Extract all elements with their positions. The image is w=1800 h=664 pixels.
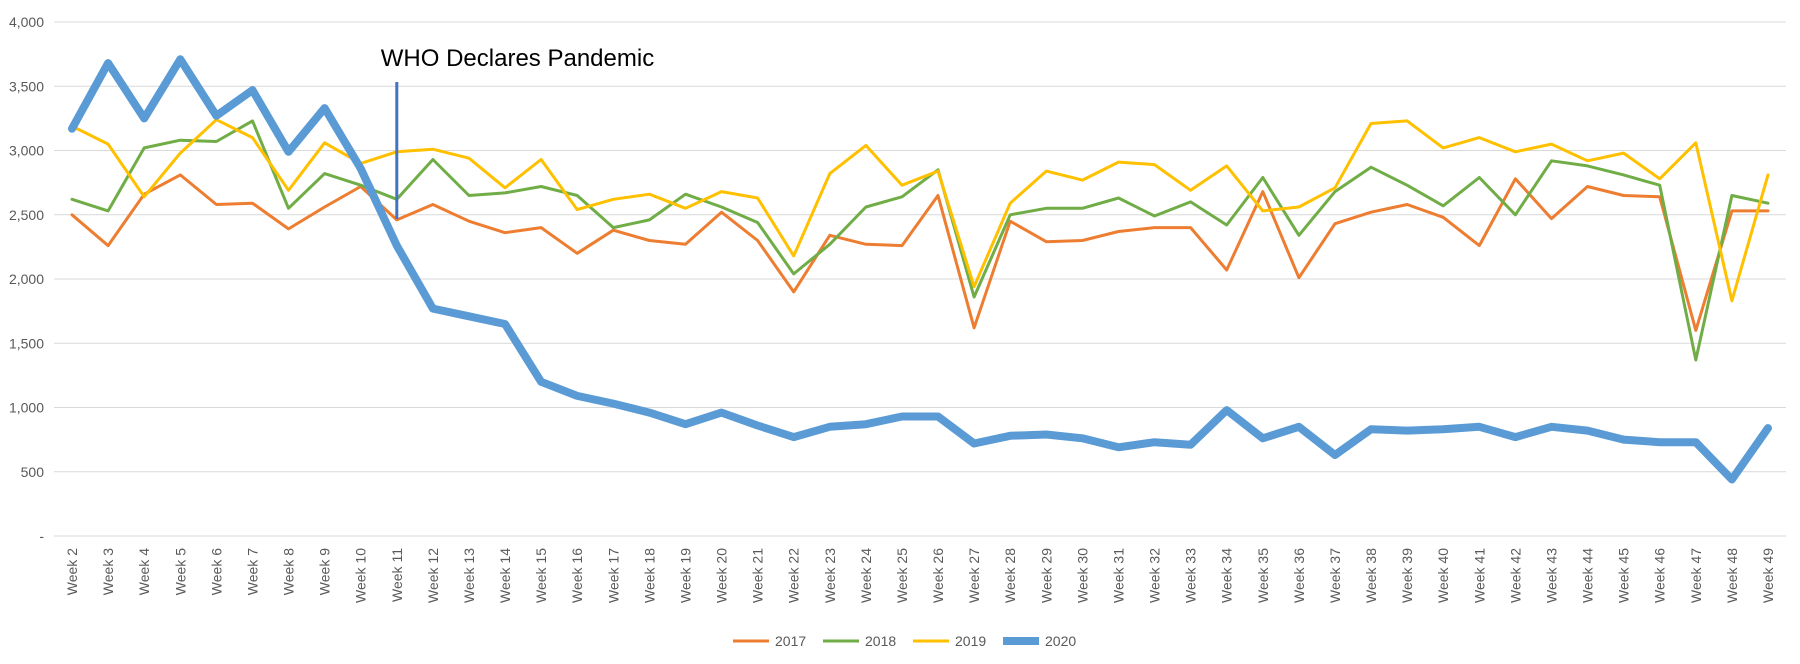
x-tick-label: Week 2 bbox=[64, 548, 80, 595]
legend-label-2020: 2020 bbox=[1045, 633, 1076, 649]
x-tick-label: Week 46 bbox=[1652, 548, 1668, 603]
x-tick-label: Week 41 bbox=[1471, 548, 1487, 603]
x-tick-label: Week 11 bbox=[389, 548, 405, 602]
x-tick-label: Week 25 bbox=[894, 548, 910, 603]
y-tick-label: 500 bbox=[21, 464, 45, 480]
y-tick-label: 3,000 bbox=[9, 143, 44, 159]
x-tick-label: Week 14 bbox=[497, 548, 513, 603]
x-tick-label: Week 32 bbox=[1147, 548, 1163, 603]
x-tick-label: Week 37 bbox=[1327, 548, 1343, 603]
y-axis-ticks: - 500 1,000 1,500 2,000 2,500 3,000 3,500 4,000 bbox=[9, 14, 44, 544]
x-tick-label: Week 6 bbox=[208, 548, 224, 595]
x-tick-label: Week 43 bbox=[1543, 548, 1559, 603]
series-line-2020 bbox=[68, 55, 1772, 484]
x-tick-label: Week 19 bbox=[677, 548, 693, 603]
x-tick-label: Week 35 bbox=[1255, 548, 1271, 603]
x-tick-label: Week 8 bbox=[281, 548, 297, 595]
x-tick-label: Week 23 bbox=[822, 548, 838, 603]
y-tick-label: 1,000 bbox=[9, 400, 44, 416]
x-tick-label: Week 22 bbox=[786, 548, 802, 603]
x-tick-label: Week 34 bbox=[1219, 548, 1235, 603]
x-tick-label: Week 24 bbox=[858, 548, 874, 603]
x-tick-label: Week 49 bbox=[1760, 548, 1776, 603]
x-tick-label: Week 40 bbox=[1435, 548, 1451, 603]
y-tick-label: - bbox=[39, 528, 44, 544]
x-tick-label: Week 26 bbox=[930, 548, 946, 603]
annotation: WHO Declares Pandemic bbox=[381, 45, 654, 219]
y-tick-label: 1,500 bbox=[9, 335, 44, 351]
x-tick-label: Week 29 bbox=[1038, 548, 1054, 603]
series-line-2019 bbox=[70, 118, 1770, 303]
x-tick-label: Week 5 bbox=[172, 548, 188, 595]
x-tick-label: Week 20 bbox=[714, 548, 730, 603]
y-tick-label: 2,500 bbox=[9, 207, 44, 223]
x-tick-label: Week 9 bbox=[317, 548, 333, 595]
x-tick-label: Week 39 bbox=[1399, 548, 1415, 603]
x-tick-label: Week 10 bbox=[353, 548, 369, 603]
legend-label-2017: 2017 bbox=[775, 633, 806, 649]
x-tick-label: Week 15 bbox=[533, 548, 549, 603]
x-tick-label: Week 45 bbox=[1616, 548, 1632, 603]
x-tick-label: Week 33 bbox=[1183, 548, 1199, 603]
x-tick-label: Week 30 bbox=[1074, 548, 1090, 603]
x-tick-label: Week 44 bbox=[1580, 548, 1596, 603]
x-tick-label: Week 27 bbox=[966, 548, 982, 603]
x-tick-label: Week 48 bbox=[1724, 548, 1740, 603]
x-tick-label: Week 12 bbox=[425, 548, 441, 603]
x-tick-label: Week 16 bbox=[569, 548, 585, 603]
legend-label-2019: 2019 bbox=[955, 633, 986, 649]
x-tick-label: Week 36 bbox=[1291, 548, 1307, 603]
legend-label-2018: 2018 bbox=[865, 633, 896, 649]
y-tick-label: 2,000 bbox=[9, 271, 44, 287]
x-axis-ticks: Week 2 Week 3 Week 4 Week 5 Week 6 Week 7 Week… bbox=[64, 548, 1776, 603]
x-tick-label: Week 38 bbox=[1363, 548, 1379, 603]
x-tick-label: Week 4 bbox=[136, 548, 152, 595]
series-line-2017 bbox=[70, 173, 1770, 332]
x-tick-label: Week 42 bbox=[1507, 548, 1523, 603]
x-tick-label: Week 18 bbox=[641, 548, 657, 603]
x-tick-label: Week 31 bbox=[1110, 548, 1126, 603]
x-tick-label: Week 3 bbox=[100, 548, 116, 595]
x-tick-label: Week 13 bbox=[461, 548, 477, 603]
legend: 2017 2018 2019 2020 bbox=[733, 633, 1076, 649]
series-lines bbox=[68, 55, 1772, 484]
y-tick-label: 4,000 bbox=[9, 14, 44, 30]
gridlines bbox=[54, 21, 1786, 537]
y-tick-label: 3,500 bbox=[9, 78, 44, 94]
x-tick-label: Week 28 bbox=[1002, 548, 1018, 603]
series-line-2018 bbox=[70, 119, 1770, 362]
x-tick-label: Week 7 bbox=[244, 548, 260, 595]
annotation-text: WHO Declares Pandemic bbox=[381, 45, 654, 72]
x-tick-label: Week 17 bbox=[605, 548, 621, 603]
x-tick-label: Week 21 bbox=[750, 548, 766, 603]
x-tick-label: Week 47 bbox=[1688, 548, 1704, 603]
